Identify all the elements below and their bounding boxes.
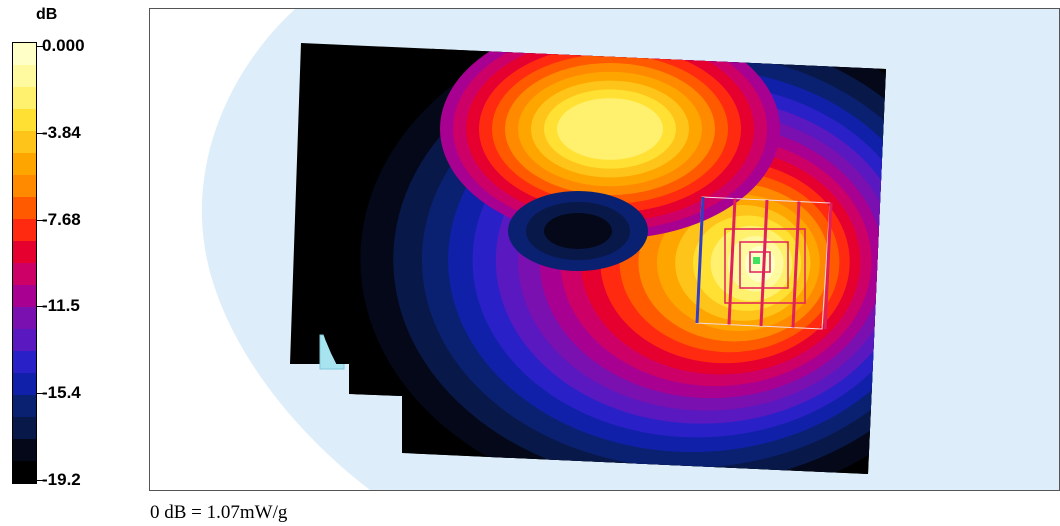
grid-line	[823, 202, 833, 330]
scale-band	[13, 197, 36, 219]
peak-marker	[753, 257, 760, 264]
scale-tick-label: -11.5	[42, 296, 80, 316]
scale-band	[13, 175, 36, 197]
scale-band	[13, 439, 36, 461]
sar-contour-plot	[201, 9, 1059, 490]
zoom-cube-core	[749, 251, 771, 273]
scale-tick	[37, 480, 43, 481]
sar-map-panel	[149, 8, 1060, 491]
scale-tick-label: 0.000	[42, 36, 85, 55]
color-scale-bar	[12, 42, 37, 484]
scale-band	[13, 285, 36, 307]
measurement-grid-overlay	[695, 196, 833, 330]
grid-line	[791, 201, 801, 328]
field-contours	[310, 43, 886, 474]
scale-band	[13, 131, 36, 153]
scale-tick	[37, 306, 43, 308]
scale-band	[13, 351, 36, 373]
scale-band	[13, 43, 36, 65]
scale-tick	[37, 393, 43, 395]
scale-band	[13, 395, 36, 417]
scale-tick-label: -15.4	[42, 383, 81, 403]
scale-tick	[37, 46, 43, 47]
scale-band	[13, 329, 36, 351]
contour-band	[557, 98, 663, 160]
scale-tick	[37, 219, 43, 221]
scale-tick-label: -3.84	[42, 122, 81, 142]
scale-band	[13, 65, 36, 87]
scale-band	[13, 87, 36, 109]
scale-tick-label: -19.2	[42, 470, 81, 489]
scale-band	[13, 461, 36, 483]
zoom-cube	[724, 228, 806, 304]
contour-band	[544, 213, 612, 249]
scale-tick	[37, 132, 43, 134]
reference-note: 0 dB = 1.07mW/g	[150, 502, 288, 523]
grid-line	[695, 196, 705, 324]
scale-band	[13, 219, 36, 241]
grid-line	[759, 199, 769, 327]
scale-tick-label: -7.68	[42, 209, 81, 229]
scale-band	[13, 373, 36, 395]
zoom-cube-inner	[739, 241, 789, 289]
scale-band	[13, 241, 36, 263]
scale-band	[13, 263, 36, 285]
scale-band	[13, 417, 36, 439]
scale-band	[13, 307, 36, 329]
scale-band	[13, 153, 36, 175]
scale-unit-label: dB	[36, 6, 58, 23]
scale-band	[13, 109, 36, 131]
